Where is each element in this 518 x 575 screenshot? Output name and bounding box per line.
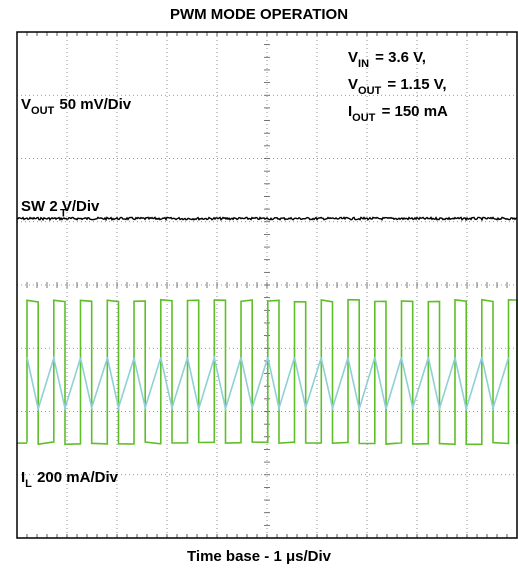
traces: T [16,208,518,446]
trigger-marker: T [60,208,67,220]
il-trace [26,354,510,413]
vout-channel-label: VOUT 50 mV/Div [21,96,132,117]
sw-channel-label: SW 2 V/Div [21,198,100,215]
il-channel-label: IL 200 mA/Div [21,469,118,490]
condition-iout: IOUT = 150 mA [348,103,448,124]
grid [16,31,518,539]
condition-vin: VIN = 3.6 V, [348,49,426,70]
condition-vout: VOUT = 1.15 V, [348,76,447,97]
vout-trace [16,216,518,222]
plot-frame [16,31,518,539]
test-conditions: VIN = 3.6 V, VOUT = 1.15 V, IOUT = 150 m… [348,45,448,126]
chart-title: PWM MODE OPERATION [169,6,349,23]
time-base-label: Time base - 1 μs/Div [187,548,331,565]
sw-trace [26,298,518,446]
